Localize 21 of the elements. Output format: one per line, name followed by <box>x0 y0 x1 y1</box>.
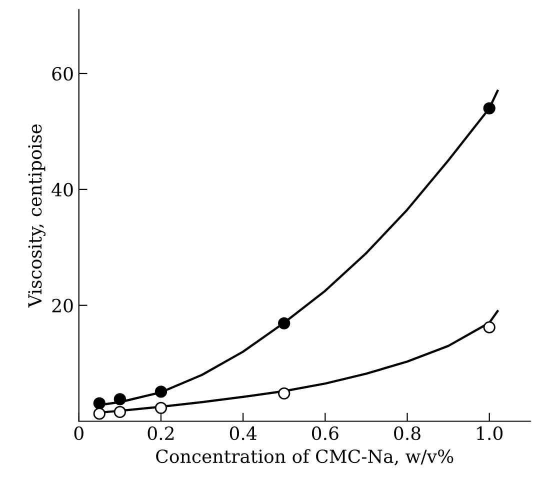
x-tick-label: 0 <box>74 426 84 440</box>
y-tick-label: 60 <box>52 66 73 81</box>
x-tick-label: 1.0 <box>477 426 503 440</box>
x-tick-label: 0.2 <box>148 426 174 440</box>
y-tick-label: 20 <box>52 298 73 312</box>
y-axis-title: Viscosity, centipoise <box>28 124 46 308</box>
x-tick-label: 0.6 <box>312 426 338 440</box>
y-tick-label: 40 <box>52 182 73 197</box>
point <box>154 386 168 398</box>
point <box>278 317 290 330</box>
x-tick-label: 0.4 <box>230 426 257 440</box>
point <box>93 397 106 410</box>
point <box>483 321 496 334</box>
x-tick-label: 0.8 <box>394 426 420 440</box>
point <box>114 393 126 406</box>
point <box>93 408 106 420</box>
x-axis-title: Concentration of CMC-Na, w/v% <box>156 449 454 466</box>
point <box>154 402 168 414</box>
point <box>114 406 126 418</box>
point <box>483 102 496 114</box>
point <box>278 387 290 400</box>
